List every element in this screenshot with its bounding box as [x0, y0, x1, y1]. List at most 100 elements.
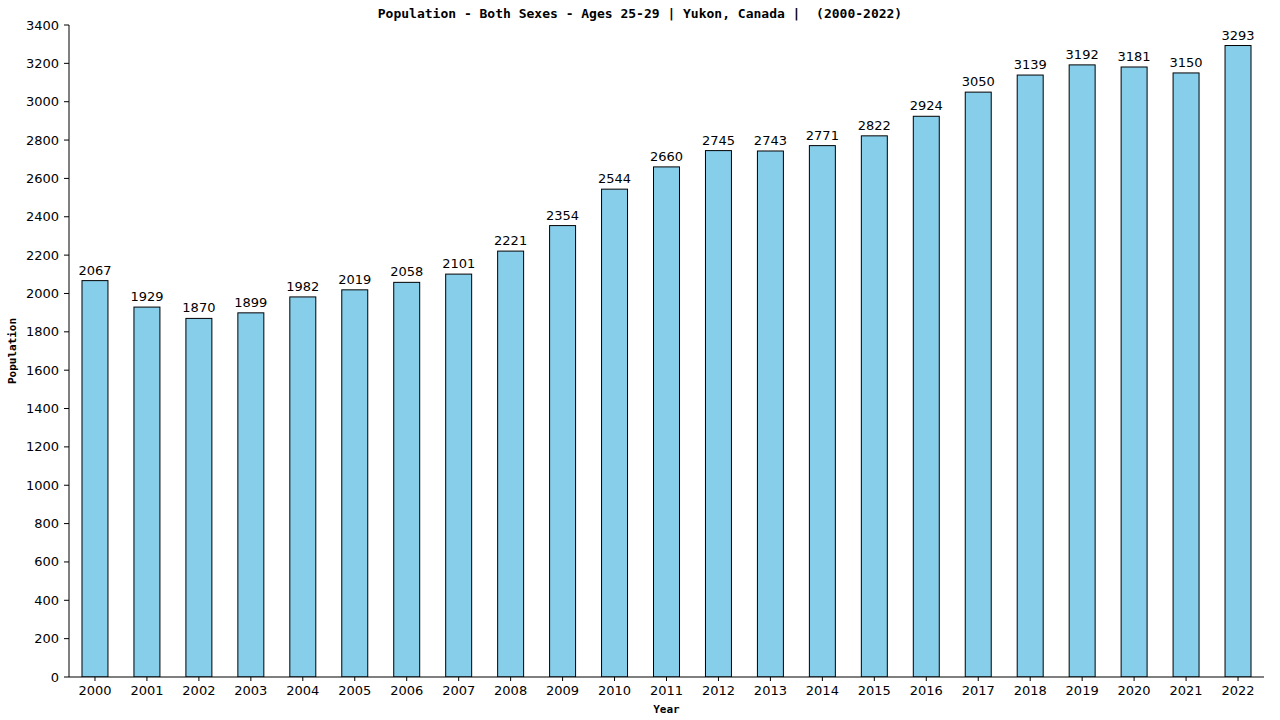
y-tick-label: 1000 — [26, 478, 59, 493]
y-tick — [64, 178, 69, 179]
y-tick — [64, 485, 69, 486]
data-label: 1929 — [130, 289, 163, 304]
y-tick — [64, 370, 69, 371]
y-tick-label: 3200 — [26, 56, 59, 71]
x-tick — [822, 677, 823, 681]
bar — [757, 151, 783, 677]
data-label: 3139 — [1014, 57, 1047, 72]
data-label: 1982 — [286, 279, 319, 294]
data-label: 2660 — [650, 149, 683, 164]
y-tick-label: 1200 — [26, 439, 59, 454]
x-tick-label: 2011 — [650, 683, 683, 698]
bar — [498, 251, 524, 677]
y-tick — [64, 216, 69, 217]
x-tick-label: 2000 — [78, 683, 111, 698]
y-tick — [64, 25, 69, 26]
bar — [861, 136, 887, 677]
y-axis-label: Population — [6, 318, 19, 384]
title: Population - Both Sexes - Ages 25-29 | Y… — [378, 6, 902, 21]
bar — [82, 281, 108, 677]
bar — [1121, 67, 1147, 677]
y-tick-label: 0 — [51, 670, 59, 685]
x-tick-label: 2001 — [130, 683, 163, 698]
y-tick — [64, 638, 69, 639]
x-tick — [874, 677, 875, 681]
x-axis-label: Year — [653, 703, 680, 716]
y-tick — [64, 677, 69, 678]
x-tick — [666, 677, 667, 681]
bar — [913, 116, 939, 677]
x-tick-label: 2004 — [286, 683, 319, 698]
x-tick-label: 2002 — [182, 683, 215, 698]
x-tick — [198, 677, 199, 681]
data-label: 2745 — [702, 133, 735, 148]
y-tick-label: 600 — [34, 554, 59, 569]
x-tick-label: 2017 — [962, 683, 995, 698]
x-tick — [718, 677, 719, 681]
data-label: 2101 — [442, 256, 475, 271]
data-label: 2354 — [546, 208, 579, 223]
data-label: 2019 — [338, 272, 371, 287]
data-label: 1870 — [182, 300, 215, 315]
y-tick-label: 400 — [34, 593, 59, 608]
x-tick — [926, 677, 927, 681]
x-tick — [94, 677, 95, 681]
y-tick — [64, 63, 69, 64]
x-tick — [458, 677, 459, 681]
y-tick — [64, 101, 69, 102]
chart: 2067192918701899198220192058210122212354… — [0, 0, 1280, 720]
y-tick-label: 2200 — [26, 248, 59, 263]
y-axis-line — [69, 25, 70, 677]
x-tick-label: 2014 — [806, 683, 839, 698]
x-tick — [406, 677, 407, 681]
y-tick-label: 1400 — [26, 401, 59, 416]
x-tick — [978, 677, 979, 681]
y-tick-label: 2400 — [26, 209, 59, 224]
x-tick-label: 2008 — [494, 683, 527, 698]
y-tick-label: 2000 — [26, 286, 59, 301]
x-tick-label: 2019 — [1066, 683, 1099, 698]
data-label: 2924 — [910, 98, 943, 113]
y-tick — [64, 446, 69, 447]
bar — [342, 290, 368, 677]
bar — [394, 282, 420, 677]
data-label: 3150 — [1170, 55, 1203, 70]
x-tick — [562, 677, 563, 681]
data-label: 3181 — [1118, 49, 1151, 64]
x-tick — [146, 677, 147, 681]
y-tick — [64, 600, 69, 601]
x-tick — [1186, 677, 1187, 681]
x-tick-label: 2003 — [234, 683, 267, 698]
x-tick-label: 2020 — [1118, 683, 1151, 698]
x-tick — [354, 677, 355, 681]
x-tick — [614, 677, 615, 681]
data-label: 3293 — [1221, 28, 1254, 43]
bar — [550, 226, 576, 677]
x-tick-label: 2016 — [910, 683, 943, 698]
x-tick-label: 2010 — [598, 683, 631, 698]
bar — [186, 318, 212, 677]
bar — [134, 307, 160, 677]
bar — [809, 146, 835, 677]
x-tick — [510, 677, 511, 681]
x-tick-label: 2013 — [754, 683, 787, 698]
y-tick-label: 1800 — [26, 324, 59, 339]
y-tick-label: 3400 — [26, 18, 59, 33]
y-tick-label: 2800 — [26, 133, 59, 148]
data-label: 2822 — [858, 118, 891, 133]
x-tick-label: 2012 — [702, 683, 735, 698]
x-tick — [1030, 677, 1031, 681]
y-tick — [64, 561, 69, 562]
bar — [238, 313, 264, 677]
y-tick-label: 2600 — [26, 171, 59, 186]
data-label: 2743 — [754, 133, 787, 148]
x-tick — [1134, 677, 1135, 681]
bars — [82, 46, 1251, 677]
y-tick — [64, 408, 69, 409]
bar — [654, 167, 680, 677]
bar — [1225, 46, 1251, 677]
x-tick — [1082, 677, 1083, 681]
bar — [705, 151, 731, 677]
x-tick — [302, 677, 303, 681]
x-tick-label: 2022 — [1221, 683, 1254, 698]
